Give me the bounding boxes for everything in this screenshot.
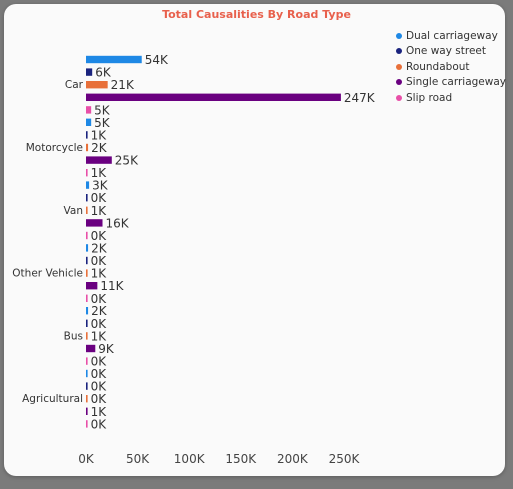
data-label: 5K — [94, 103, 111, 117]
bar — [86, 344, 96, 353]
data-label: 0K — [91, 292, 108, 306]
data-label: 0K — [91, 392, 108, 406]
legend-label: Roundabout — [406, 60, 470, 73]
bar — [86, 156, 112, 164]
bar — [86, 81, 108, 89]
legend-item[interactable]: One way street — [396, 44, 506, 60]
bar — [86, 269, 88, 277]
category-label: Bus — [64, 330, 83, 342]
data-label: 16K — [106, 216, 130, 230]
bar — [86, 206, 88, 214]
legend-swatch — [396, 79, 402, 86]
bar — [86, 407, 88, 415]
data-label: 2K — [91, 304, 108, 318]
bar — [86, 106, 92, 114]
bar — [86, 55, 142, 64]
data-label: 21K — [111, 78, 135, 92]
legend-item[interactable]: Dual carriageway — [396, 28, 506, 44]
data-label: 0K — [91, 417, 108, 431]
data-label: 1K — [91, 166, 108, 180]
bar — [86, 143, 89, 152]
category-label: Agricultural — [22, 393, 83, 405]
legend-label: Slip road — [406, 91, 453, 104]
data-label: 25K — [115, 154, 139, 168]
data-label: 1K — [91, 329, 108, 343]
bar — [86, 420, 88, 428]
data-label: 247K — [344, 91, 376, 105]
legend-label: One way street — [406, 45, 487, 58]
bar — [86, 131, 88, 139]
bar — [86, 332, 88, 340]
chart-legend: Dual carriageway One way street Roundabout… — [396, 28, 506, 106]
data-label: 6K — [95, 66, 112, 80]
x-tick-label: 50K — [126, 452, 150, 466]
x-tick-label: 250K — [329, 452, 361, 466]
data-label: 0K — [91, 380, 108, 394]
data-label: 0K — [91, 254, 108, 268]
data-label: 1K — [91, 267, 108, 281]
bar — [86, 369, 88, 378]
legend-label: Dual carriageway — [406, 29, 498, 42]
legend-swatch — [396, 48, 402, 55]
data-label: 2K — [91, 241, 108, 255]
data-label: 1K — [91, 128, 108, 142]
bar — [86, 307, 89, 315]
bar — [86, 118, 92, 126]
bar — [86, 294, 88, 302]
bar — [86, 244, 89, 252]
x-tick-label: 150K — [225, 452, 257, 466]
bar — [86, 169, 88, 177]
legend-label: Single carriageway — [406, 76, 506, 89]
data-label: 0K — [91, 317, 108, 331]
data-label: 11K — [100, 279, 124, 293]
legend-swatch — [396, 63, 402, 70]
category-label: Other Vehicle — [12, 268, 83, 280]
data-label: 5K — [94, 116, 111, 130]
chart-title: Total Causalities By Road Type — [162, 8, 351, 21]
bar — [86, 395, 88, 403]
category-label: Motorcycle — [26, 142, 83, 154]
data-label: 0K — [91, 355, 108, 369]
legend-item[interactable]: Roundabout — [396, 59, 506, 75]
data-label: 1K — [91, 204, 108, 218]
bar — [86, 219, 103, 227]
data-label: 54K — [145, 53, 169, 67]
legend-swatch — [396, 94, 402, 101]
bar — [86, 93, 341, 101]
x-tick-label: 0K — [78, 452, 95, 466]
legend-item[interactable]: Slip road — [396, 90, 506, 106]
x-tick-label: 200K — [277, 452, 309, 466]
legend-item[interactable]: Single carriageway — [396, 75, 506, 91]
bar — [86, 256, 88, 265]
bar — [86, 68, 93, 76]
data-label: 3K — [92, 179, 109, 193]
bar — [86, 181, 90, 189]
category-label: Van — [64, 205, 83, 217]
data-label: 0K — [91, 229, 108, 243]
x-tick-label: 100K — [174, 452, 206, 466]
data-label: 2K — [91, 141, 108, 155]
bar — [86, 194, 88, 202]
bar — [86, 282, 98, 290]
bar — [86, 357, 88, 365]
category-label: Car — [65, 79, 84, 91]
bar — [86, 382, 88, 390]
data-label: 1K — [91, 405, 108, 419]
legend-swatch — [396, 32, 402, 39]
data-label: 0K — [91, 367, 108, 381]
bar — [86, 231, 88, 240]
bar — [86, 319, 88, 327]
data-label: 9K — [98, 342, 115, 356]
data-label: 0K — [91, 191, 108, 205]
